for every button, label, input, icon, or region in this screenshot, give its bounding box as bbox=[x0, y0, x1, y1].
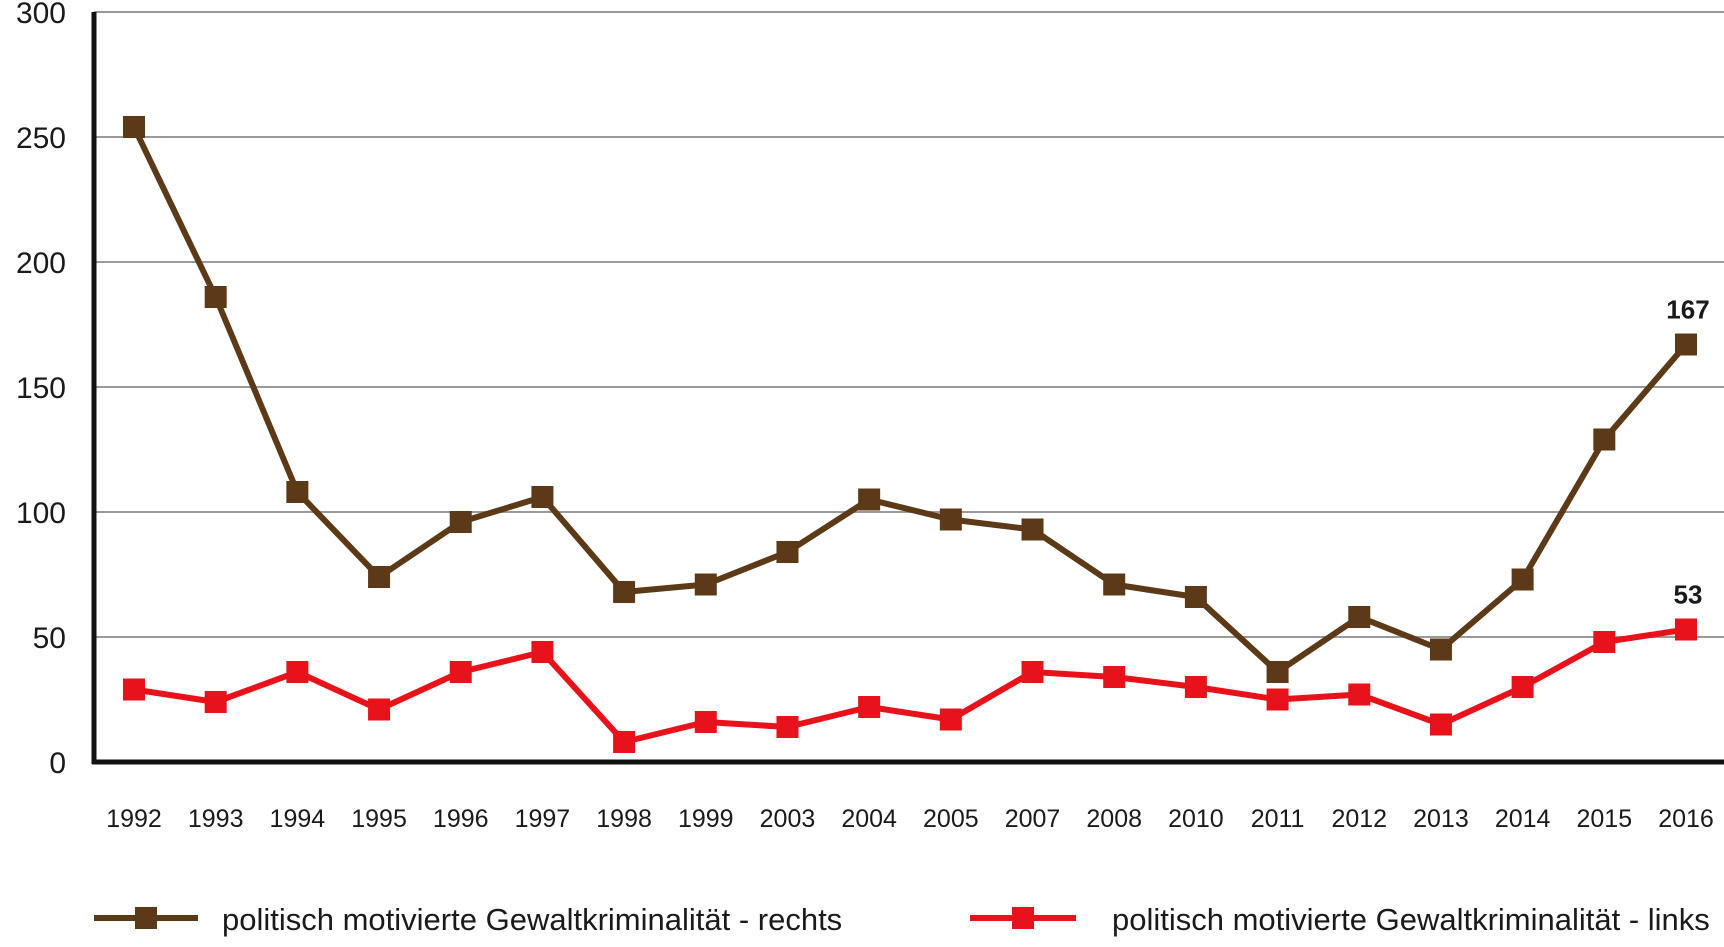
data-point bbox=[1184, 586, 1207, 608]
y-tick-label: 250 bbox=[16, 122, 66, 155]
data-point bbox=[286, 661, 309, 683]
x-tick-label: 1998 bbox=[596, 805, 652, 833]
data-point bbox=[776, 716, 799, 738]
series-line bbox=[131, 626, 1689, 745]
data-point bbox=[531, 641, 554, 663]
x-tick-label: 2007 bbox=[1005, 805, 1061, 833]
x-tick-label: 2010 bbox=[1168, 805, 1224, 833]
data-label: 167 bbox=[1666, 295, 1709, 325]
data-point bbox=[694, 711, 717, 733]
series-line bbox=[131, 124, 1689, 675]
legend-swatch-marker bbox=[135, 907, 157, 929]
x-tick-label: 2004 bbox=[841, 805, 897, 833]
data-point bbox=[1429, 713, 1452, 736]
data-point bbox=[531, 486, 554, 508]
data-point bbox=[449, 511, 472, 533]
legend-label: politisch motivierte Gewaltkriminalität … bbox=[222, 902, 842, 937]
y-tick-labels: 0 50 100 150 200 250 300 bbox=[16, 0, 66, 780]
gridlines bbox=[94, 11, 1724, 638]
x-tick-label: 1992 bbox=[106, 805, 162, 833]
x-tick-label: 2005 bbox=[923, 805, 979, 833]
x-tick-label: 2011 bbox=[1251, 805, 1305, 833]
data-point bbox=[1021, 661, 1044, 683]
data-point bbox=[204, 286, 227, 308]
x-tick-label: 1996 bbox=[433, 805, 489, 833]
data-point bbox=[368, 698, 391, 721]
data-point bbox=[1184, 676, 1207, 698]
data-point bbox=[1348, 606, 1371, 628]
series-lines bbox=[123, 116, 1697, 753]
x-tick-label: 2014 bbox=[1495, 805, 1551, 833]
data-point bbox=[123, 678, 145, 701]
data-point bbox=[449, 661, 472, 683]
series-links bbox=[123, 618, 1697, 753]
data-point bbox=[1593, 631, 1616, 653]
y-tick-label: 300 bbox=[16, 0, 66, 30]
x-tick-label: 1993 bbox=[188, 805, 244, 833]
legend-swatch-marker bbox=[1012, 907, 1034, 929]
data-point bbox=[1593, 428, 1616, 451]
legend-item: politisch motivierte Gewaltkriminalität … bbox=[94, 902, 842, 937]
x-tick-label: 2016 bbox=[1658, 805, 1714, 833]
legend-item: politisch motivierte Gewaltkriminalität … bbox=[970, 902, 1710, 937]
data-point bbox=[1266, 661, 1289, 683]
data-point bbox=[1021, 518, 1044, 541]
legend-label: politisch motivierte Gewaltkriminalität … bbox=[1112, 902, 1710, 937]
data-point bbox=[1103, 666, 1126, 688]
x-tick-label: 2012 bbox=[1331, 805, 1387, 833]
y-tick-label: 150 bbox=[16, 372, 66, 405]
data-point bbox=[123, 116, 145, 138]
x-tick-label: 2013 bbox=[1413, 805, 1469, 833]
data-point bbox=[694, 573, 717, 596]
axes bbox=[91, 12, 1724, 765]
x-tick-labels: 1992 1993 1994 1995 1996 1997 1998 1999 2003 2004… bbox=[106, 805, 1714, 833]
data-point bbox=[613, 581, 636, 603]
data-point bbox=[858, 696, 881, 718]
data-point bbox=[204, 691, 227, 713]
series-rechts bbox=[123, 116, 1697, 683]
data-point bbox=[1266, 688, 1289, 711]
data-labels: 167 53 bbox=[1666, 295, 1709, 610]
y-tick-label: 50 bbox=[33, 622, 66, 655]
x-tick-label: 1995 bbox=[351, 805, 407, 833]
x-tick-label: 1999 bbox=[678, 805, 734, 833]
y-tick-label: 100 bbox=[16, 497, 66, 530]
data-point bbox=[1675, 618, 1697, 641]
x-tick-label: 1997 bbox=[515, 805, 571, 833]
data-point bbox=[776, 541, 799, 563]
x-tick-label: 1994 bbox=[270, 805, 326, 833]
data-point bbox=[286, 481, 309, 503]
x-tick-label: 2008 bbox=[1086, 805, 1142, 833]
data-point bbox=[1511, 568, 1534, 591]
x-tick-label: 2003 bbox=[760, 805, 816, 833]
y-tick-label: 0 bbox=[49, 747, 66, 780]
data-label: 53 bbox=[1674, 580, 1703, 610]
legend: politisch motivierte Gewaltkriminalität … bbox=[94, 902, 1710, 937]
data-point bbox=[1675, 333, 1697, 356]
data-point bbox=[858, 488, 881, 511]
data-point bbox=[1511, 676, 1534, 698]
data-point bbox=[1429, 638, 1452, 661]
data-point bbox=[939, 708, 962, 731]
data-point bbox=[1103, 573, 1126, 596]
data-point bbox=[1348, 683, 1371, 706]
data-point bbox=[939, 508, 962, 531]
x-tick-label: 2015 bbox=[1577, 805, 1633, 833]
data-point bbox=[613, 731, 636, 753]
data-point bbox=[368, 566, 391, 588]
y-tick-label: 200 bbox=[16, 247, 66, 280]
